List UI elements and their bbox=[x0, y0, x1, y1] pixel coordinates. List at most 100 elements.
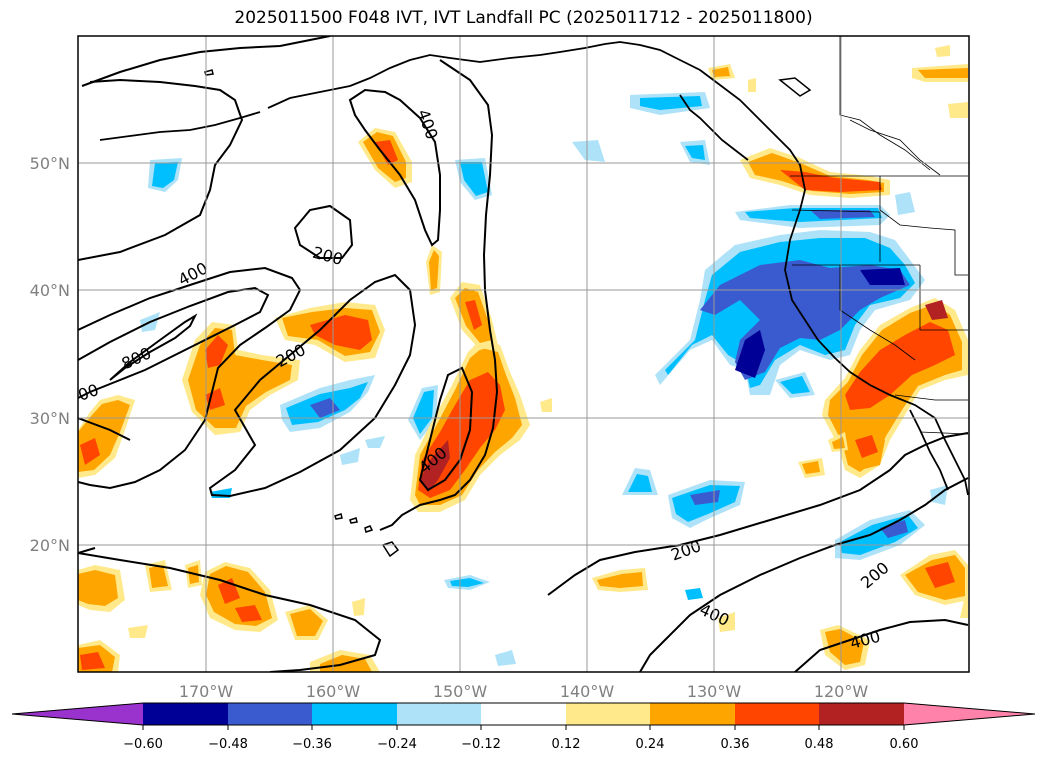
coast-hawaii-3 bbox=[349, 517, 358, 524]
neg-blob-gulf2 bbox=[572, 140, 605, 162]
pos-br-4 bbox=[718, 612, 735, 632]
coast-hawaii-2 bbox=[364, 525, 374, 533]
pos-151w-40n-r bbox=[465, 300, 482, 330]
colorbar-bin-4 bbox=[397, 703, 481, 725]
colorbar-tick-marks bbox=[142, 725, 905, 730]
colorbar-bin-6 bbox=[566, 703, 650, 725]
lon-label-140w: 140°W bbox=[560, 682, 615, 701]
pos-bl-7-r bbox=[80, 652, 105, 670]
pos-tr-4 bbox=[935, 45, 950, 57]
contour-800-mid bbox=[78, 286, 270, 399]
border-wa-or bbox=[791, 209, 881, 262]
colorbar-bin-5 bbox=[481, 703, 566, 725]
pos-tr-3-o bbox=[712, 67, 730, 77]
border-us-mx bbox=[894, 394, 968, 401]
pos-bl-3-o bbox=[149, 565, 168, 588]
lon-label-150w: 150°W bbox=[433, 682, 488, 701]
contour-200-north-loop bbox=[293, 204, 354, 259]
neg-blob-misc5 bbox=[895, 192, 915, 215]
colorbar-under-arrow bbox=[12, 703, 143, 725]
lon-label-170w: 170°W bbox=[179, 682, 234, 701]
pos-157w-50n-r bbox=[375, 140, 398, 165]
border-ca-nv bbox=[839, 265, 916, 361]
pos-streak-150w-d bbox=[420, 440, 450, 492]
coast-island-1 bbox=[778, 77, 812, 97]
pos-ca-1-r bbox=[845, 322, 955, 410]
colorbar-bin-8 bbox=[735, 703, 819, 725]
pos-br-7-o bbox=[832, 437, 845, 449]
coast-alaska bbox=[267, 41, 969, 496]
neg-blob-small2 bbox=[365, 436, 385, 448]
border-bc-interior bbox=[849, 119, 941, 176]
contour-800-inner bbox=[109, 313, 198, 381]
neg-blob-misc1-c bbox=[780, 376, 810, 394]
colorbar-tick-6: 0.12 bbox=[552, 737, 581, 752]
lat-label-50n: 50°N bbox=[30, 154, 70, 173]
pos-wa-band-r bbox=[780, 170, 882, 192]
neg-blob-small1 bbox=[340, 448, 360, 465]
pos-167w-33n-r bbox=[205, 335, 228, 368]
contour-400-low bbox=[418, 366, 474, 492]
pos-153w-43n-o bbox=[429, 250, 439, 290]
pos-br-6 bbox=[960, 595, 968, 618]
neg-blob-gulf1c bbox=[640, 96, 702, 110]
neg-blob-misc4 bbox=[685, 588, 703, 600]
lat-label-20n: 20°N bbox=[30, 536, 70, 555]
pos-br-5 bbox=[540, 398, 552, 412]
neg-blob-152w-c bbox=[413, 390, 434, 434]
colorbar-tick-4: −0.24 bbox=[377, 737, 417, 752]
contour-west-loop bbox=[78, 78, 244, 261]
colorbar-bin-2 bbox=[228, 703, 312, 725]
colorbar-tick-9: 0.48 bbox=[805, 737, 834, 752]
coast-baja bbox=[909, 409, 949, 491]
contour-400-east bbox=[379, 59, 499, 531]
neg-region-47n-core bbox=[810, 210, 875, 219]
colorbar-tick-1: −0.60 bbox=[123, 737, 163, 752]
lon-label-120w: 120°W bbox=[814, 682, 869, 701]
map-title: 2025011500 F048 IVT, IVT Landfall PC (20… bbox=[234, 8, 813, 28]
colorbar-bin-7 bbox=[650, 703, 735, 725]
lat-label-40n: 40°N bbox=[30, 281, 70, 300]
neg-region-nw-deep bbox=[735, 330, 765, 378]
contour-northwest bbox=[81, 36, 331, 87]
lat-label-30n: 30°N bbox=[30, 409, 70, 428]
pos-tr-5 bbox=[748, 78, 756, 92]
pos-br-1-r bbox=[925, 562, 955, 588]
pos-176w-30n-r bbox=[80, 438, 100, 465]
neg-blob-123w-core bbox=[880, 520, 908, 538]
colorbar-tick-3: −0.36 bbox=[292, 737, 332, 752]
colorbar-bin-9 bbox=[819, 703, 904, 725]
pos-bl-2-r2 bbox=[235, 605, 262, 622]
colorbar-bin-1 bbox=[143, 703, 228, 725]
colorbar-tick-5: −0.12 bbox=[461, 737, 501, 752]
colorbar-tick-2: −0.48 bbox=[208, 737, 248, 752]
contour-west-bottom bbox=[78, 417, 131, 441]
colorbar-tick-8: 0.36 bbox=[721, 737, 750, 752]
gridlines bbox=[78, 36, 969, 672]
coast-aleutians bbox=[99, 111, 261, 141]
contour-200-east bbox=[547, 432, 969, 596]
map-frame bbox=[77, 35, 970, 673]
colorbar: −0.60 −0.48 −0.36 −0.24 −0.12 0.12 0.24 … bbox=[11, 702, 1036, 752]
political-borders bbox=[790, 36, 969, 435]
contour-400-east-lower bbox=[639, 477, 969, 672]
contour-400-bottom-right bbox=[794, 618, 969, 672]
contour-label-800-edge: 00 bbox=[76, 380, 102, 405]
neg-blob-137w-c bbox=[628, 474, 652, 492]
lon-label-130w: 130°W bbox=[687, 682, 742, 701]
border-alaska-canada bbox=[839, 36, 931, 171]
contour-center-west bbox=[78, 547, 96, 554]
pos-tr-2 bbox=[948, 102, 968, 118]
contour-800-outer bbox=[78, 266, 302, 490]
neg-blob-150w-17n-c bbox=[450, 578, 484, 587]
neg-blob-155w-c bbox=[460, 162, 488, 196]
coast-bc-islands bbox=[679, 94, 749, 161]
coastlines bbox=[99, 41, 969, 558]
pos-ca-1-d bbox=[925, 300, 948, 320]
contour-400-stream bbox=[348, 88, 441, 247]
pos-ca-2-r bbox=[855, 435, 878, 458]
positive-anomaly-fields bbox=[78, 45, 968, 672]
coast-hawaii-1 bbox=[381, 541, 400, 558]
pos-tr-1-o bbox=[918, 68, 968, 78]
